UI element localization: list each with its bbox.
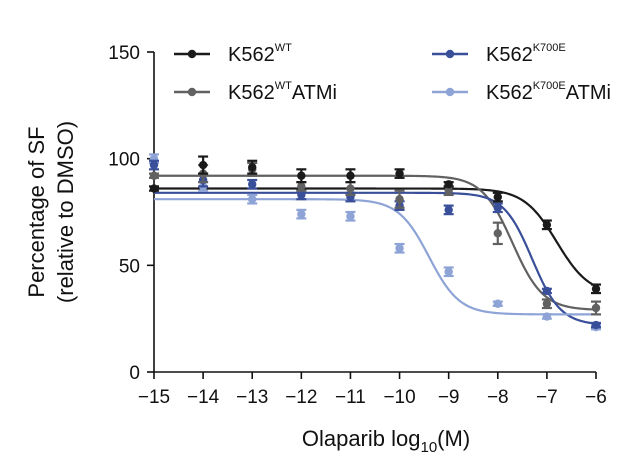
y-tick-label: 50 [119, 256, 140, 277]
fit-curve-3 [154, 191, 597, 325]
x-tick-label: −11 [335, 387, 366, 408]
series-points-3 [149, 159, 601, 330]
data-point [248, 180, 257, 189]
legend: K562WT K562WTATMi K562K700E K562K700EATM… [174, 42, 611, 104]
data-point [591, 320, 601, 330]
data-point [346, 212, 355, 221]
data-point [493, 192, 502, 202]
series-points-2 [149, 161, 601, 316]
y-axis-title-line1: Percentage of SF [24, 126, 49, 297]
x-tick-label: −6 [585, 387, 607, 408]
legend-label-k562k700e-atmi: K562K700EATMi [486, 80, 611, 104]
x-tick-label: −10 [383, 387, 415, 408]
data-point [444, 186, 453, 195]
data-point [149, 160, 159, 170]
fit-curve-2 [154, 174, 597, 311]
data-point [542, 286, 552, 296]
data-point [297, 182, 306, 191]
x-tick-label: −7 [536, 387, 558, 408]
legend-marker-k562wt [187, 49, 197, 59]
data-point [395, 244, 404, 253]
series-points-4 [149, 153, 601, 332]
data-point [248, 195, 257, 204]
x-tick-label: −12 [285, 387, 317, 408]
data-point [395, 195, 404, 204]
data-point [149, 184, 159, 193]
data-point [591, 284, 601, 293]
legend-label-k562wt-atmi: K562WTATMi [228, 80, 337, 104]
legend-entry-k562k700e: K562K700E [432, 42, 566, 66]
x-tick-label: −13 [236, 387, 268, 408]
x-tick-label: −9 [438, 387, 460, 408]
x-axis-title: Olaparib log10(M) [302, 426, 470, 456]
data-point [444, 267, 453, 276]
data-point [346, 184, 355, 193]
x-tick-label: −8 [487, 387, 509, 408]
data-point [297, 190, 306, 200]
legend-marker-k562k700e [445, 49, 455, 59]
data-point [395, 169, 404, 178]
data-point [542, 312, 552, 321]
legend-entry-k562wt-atmi: K562WTATMi [174, 80, 337, 104]
axes [153, 52, 596, 373]
legend-entry-k562wt: K562WT [174, 42, 292, 66]
fit-curve-4 [154, 198, 596, 316]
y-tick-label: 150 [108, 43, 140, 64]
data-point [444, 205, 453, 215]
legend-marker-k562k700e-atmi [445, 87, 455, 97]
x-axis-title-main: Olaparib log [302, 426, 421, 451]
x-axis-title-subscript: 10 [420, 439, 437, 456]
data-point [248, 163, 257, 172]
y-axis-title-line2: (relative to DMSO) [53, 121, 78, 303]
x-axis-title-tail: (M) [437, 426, 470, 451]
legend-label-k562k700e: K562K700E [486, 42, 566, 66]
y-tick-label: 0 [129, 363, 140, 384]
legend-entry-k562k700e-atmi: K562K700EATMi [432, 80, 611, 104]
data-point [493, 299, 502, 308]
fit-curve-1 [154, 187, 597, 288]
data-point [149, 171, 159, 180]
data-point [444, 180, 453, 189]
data-point [493, 203, 502, 212]
data-point [297, 209, 306, 219]
x-tick-label: −14 [187, 387, 220, 408]
data-point [493, 229, 502, 238]
data-point [346, 171, 355, 180]
legend-label-k562wt: K562WT [228, 42, 292, 66]
data-point [542, 220, 552, 229]
x-tick-label: −15 [138, 387, 170, 408]
data-point [198, 160, 208, 170]
legend-marker-k562wt-atmi [187, 87, 197, 97]
data-point [297, 171, 306, 180]
series-points-1 [149, 155, 601, 295]
data-point [591, 303, 601, 313]
data-point [542, 299, 552, 308]
y-tick-label: 100 [108, 150, 140, 171]
